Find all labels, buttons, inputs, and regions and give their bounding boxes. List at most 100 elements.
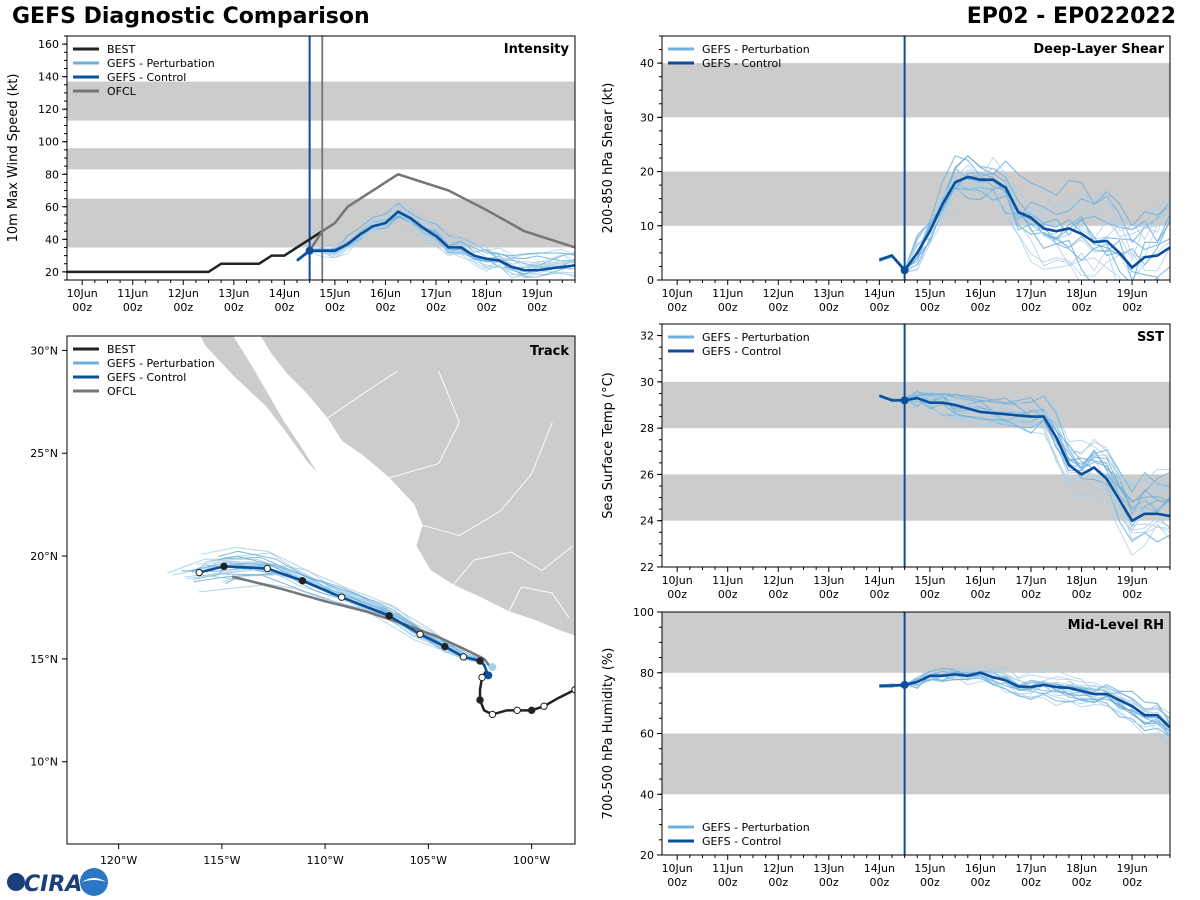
plot-area-rh	[662, 612, 1170, 855]
x-tick-label-date: 14Jun	[864, 287, 895, 300]
pert-track	[191, 564, 489, 676]
x-tick-label-hour: 00z	[869, 301, 889, 314]
track-init-pert-point	[488, 663, 497, 672]
state-border	[422, 422, 553, 536]
control-track-point	[416, 630, 424, 638]
x-tick-label-hour: 00z	[1021, 876, 1041, 889]
x-tick-label-hour: 00z	[718, 301, 738, 314]
lat-tick-label: 20°N	[30, 550, 58, 563]
y-tick-label: 40	[640, 788, 654, 801]
x-tick-label-hour: 00z	[768, 301, 788, 314]
x-tick-label-date: 17Jun	[1015, 574, 1046, 587]
control-track-point	[441, 642, 449, 651]
x-tick-label-hour: 00z	[718, 588, 738, 601]
y-tick-label: 22	[640, 561, 654, 574]
y-tick-label: 100	[633, 606, 654, 619]
x-tick-label-date: 12Jun	[763, 574, 794, 587]
x-tick-label-hour: 00z	[224, 301, 244, 314]
x-tick-label-date: 15Jun	[319, 287, 350, 300]
y-tick-label: 10	[640, 220, 654, 233]
x-tick-label-date: 13Jun	[813, 287, 844, 300]
legend-label-best: BEST	[107, 43, 135, 56]
legend-label-ofcl: OFCL	[107, 85, 137, 98]
x-tick-label-hour: 00z	[477, 301, 497, 314]
y-tick-label: 24	[640, 515, 654, 528]
x-tick-label-date: 10Jun	[67, 287, 98, 300]
pert-track	[225, 573, 489, 676]
init-point	[900, 396, 909, 405]
y-tick-label: 28	[640, 422, 654, 435]
legend-label-ctrl: GEFS - Control	[702, 57, 781, 70]
x-tick-label-date: 18Jun	[1066, 287, 1097, 300]
x-tick-label-hour: 00z	[123, 301, 143, 314]
panel-title: Mid-Level RH	[1068, 618, 1164, 633]
x-tick-label-date: 12Jun	[763, 287, 794, 300]
pert-member-line	[879, 174, 1122, 280]
y-tick-label: 100	[38, 136, 59, 149]
x-tick-label-date: 16Jun	[965, 862, 996, 875]
x-tick-label-date: 17Jun	[1015, 287, 1046, 300]
cira-logo: CIRA	[6, 866, 116, 898]
legend-label-pert: GEFS - Perturbation	[107, 357, 215, 370]
pert-member-line	[296, 208, 575, 263]
shade-band	[662, 612, 1170, 673]
shade-band	[67, 148, 575, 170]
x-tick-label-hour: 00z	[173, 301, 193, 314]
pert-track	[172, 565, 489, 676]
legend-label-pert: GEFS - Perturbation	[702, 331, 810, 344]
x-tick-label-hour: 00z	[819, 876, 839, 889]
panel-title: SST	[1137, 330, 1164, 345]
pert-member-line	[879, 395, 1170, 486]
pert-track	[222, 574, 489, 676]
x-tick-label-date: 11Jun	[712, 287, 743, 300]
y-tick-label: 120	[38, 103, 59, 116]
legend-label-pert: GEFS - Perturbation	[107, 57, 215, 70]
y-tick-label: 140	[38, 71, 59, 84]
lon-tick-label: 110°W	[306, 854, 343, 867]
control-track-point	[385, 612, 393, 620]
y-axis-label: 700-500 hPa Humidity (%)	[601, 648, 616, 820]
pert-member-line	[879, 155, 1090, 280]
map-frame	[66, 335, 576, 845]
x-tick-label-date: 19Jun	[1116, 862, 1147, 875]
x-tick-label-date: 14Jun	[269, 287, 300, 300]
x-tick-label-hour: 00z	[274, 301, 294, 314]
x-tick-label-hour: 00z	[971, 588, 991, 601]
legend-label-ctrl: GEFS - Control	[107, 71, 186, 84]
lat-tick-label: 10°N	[30, 756, 58, 769]
y-tick-label: 40	[640, 57, 654, 70]
x-tick-label-date: 13Jun	[813, 862, 844, 875]
x-tick-label-date: 10Jun	[662, 574, 693, 587]
x-tick-label-date: 11Jun	[117, 287, 148, 300]
x-tick-label-hour: 00z	[1122, 588, 1142, 601]
x-tick-label-date: 18Jun	[1066, 862, 1097, 875]
x-tick-label-date: 10Jun	[662, 862, 693, 875]
x-tick-label-date: 15Jun	[914, 862, 945, 875]
best-track-point	[513, 706, 521, 715]
x-tick-label-date: 12Jun	[763, 862, 794, 875]
figure-title-right: EP02 - EP022022	[966, 4, 1176, 29]
shade-band	[662, 474, 1170, 521]
control-track-point	[337, 593, 346, 601]
figure-title-left: GEFS Diagnostic Comparison	[12, 4, 370, 29]
land-mexico	[199, 336, 575, 637]
x-tick-label-hour: 00z	[1021, 301, 1041, 314]
x-tick-label-hour: 00z	[718, 876, 738, 889]
y-axis-label: 200-850 hPa Shear (kt)	[601, 83, 616, 234]
x-tick-label-hour: 00z	[920, 301, 940, 314]
x-tick-label-hour: 00z	[667, 876, 687, 889]
pert-member-line	[879, 674, 1170, 733]
legend-label-ofcl: OFCL	[107, 385, 137, 398]
control-line	[878, 175, 1170, 273]
x-tick-label-hour: 00z	[920, 588, 940, 601]
y-tick-label: 20	[45, 266, 59, 279]
lon-tick-label: 120°W	[100, 854, 137, 867]
pert-member-line	[879, 671, 1170, 731]
x-tick-label-hour: 00z	[72, 301, 92, 314]
y-axis-label: 10m Max Wind Speed (kt)	[6, 74, 21, 243]
x-tick-label-date: 18Jun	[1066, 574, 1097, 587]
pert-member-line	[879, 391, 1170, 528]
legend-label-pert: GEFS - Perturbation	[702, 821, 810, 834]
